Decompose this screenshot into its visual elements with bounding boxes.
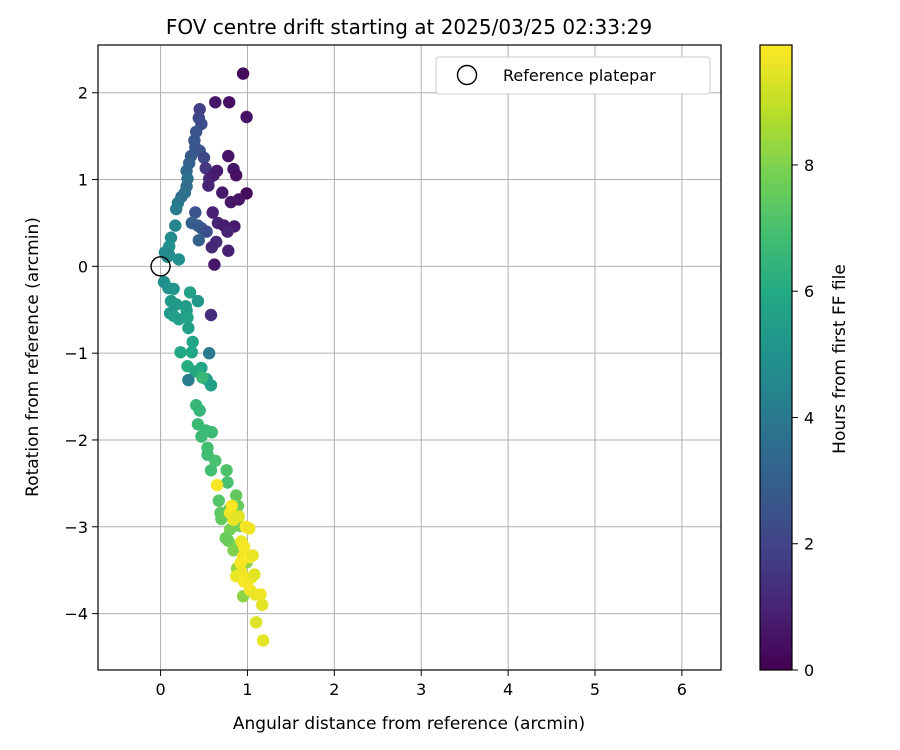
data-point — [161, 250, 174, 263]
chart-title: FOV centre drift starting at 2025/03/25 … — [166, 15, 652, 39]
data-point — [183, 286, 197, 299]
data-point — [210, 164, 224, 178]
data-point — [208, 258, 221, 271]
colorbar-tick-label: 8 — [804, 156, 814, 175]
x-tick-label: 3 — [416, 680, 426, 699]
x-tick-label: 0 — [155, 680, 165, 699]
data-point — [230, 169, 243, 182]
data-point — [185, 346, 198, 359]
y-tick-label: −4 — [64, 605, 88, 624]
data-point — [195, 430, 208, 443]
data-point — [203, 347, 216, 360]
legend-box — [435, 56, 711, 95]
colorbar-tick-label: 2 — [804, 535, 814, 554]
data-point — [256, 598, 269, 612]
data-point — [240, 110, 253, 124]
data-point — [170, 298, 183, 311]
y-axis-ticks: −4 −3 −2 −1 0 1 2 — [64, 84, 98, 624]
data-point — [174, 346, 187, 359]
data-point — [169, 219, 182, 232]
x-tick-label: 1 — [242, 680, 252, 699]
x-axis-label: Angular distance from reference (arcmin) — [233, 714, 585, 734]
legend-label-reference: Reference platepar — [503, 66, 656, 85]
y-tick-label: −1 — [64, 344, 88, 363]
data-point — [219, 531, 232, 545]
x-axis-ticks: 0 1 2 3 4 5 6 — [155, 670, 687, 699]
colorbar-tick-label: 0 — [804, 661, 814, 680]
reference-marker — [150, 256, 171, 277]
data-point — [209, 454, 222, 467]
y-tick-label: 1 — [78, 171, 88, 190]
x-tick-label: 5 — [590, 680, 600, 699]
x-tick-label: 4 — [503, 680, 513, 699]
data-point — [243, 522, 256, 535]
data-point — [186, 335, 199, 349]
data-point — [181, 311, 194, 324]
data-point — [204, 308, 218, 322]
data-point — [196, 371, 209, 384]
legend-marker-reference — [456, 64, 478, 86]
data-point — [236, 67, 250, 80]
data-point — [222, 244, 235, 257]
data-point — [237, 540, 251, 553]
data-point — [204, 379, 218, 392]
data-point — [200, 225, 213, 238]
y-tick-label: 2 — [78, 84, 88, 103]
reference-point — [150, 256, 171, 277]
data-point — [232, 510, 245, 523]
data-point — [222, 149, 235, 163]
data-point — [197, 151, 211, 164]
data-point — [167, 282, 180, 296]
colorbar-ticks: 0 2 4 6 8 — [792, 156, 814, 680]
y-axis-label: Rotation from reference (arcmin) — [23, 217, 43, 497]
data-point — [191, 294, 205, 308]
data-point — [220, 464, 233, 477]
data-point — [202, 179, 215, 192]
data-point — [210, 478, 224, 492]
data-point — [172, 253, 185, 266]
y-tick-label: −3 — [64, 518, 88, 537]
data-point — [224, 195, 238, 209]
data-point — [254, 588, 267, 601]
data-point — [205, 241, 218, 254]
data-point — [182, 321, 195, 335]
data-point — [248, 568, 261, 581]
data-point — [256, 634, 270, 647]
data-point — [246, 549, 259, 562]
data-point — [249, 616, 263, 629]
data-point — [206, 206, 219, 219]
data-point — [182, 373, 195, 387]
y-tick-label: 0 — [78, 257, 88, 276]
data-point — [223, 96, 236, 109]
data-point — [192, 234, 205, 247]
x-tick-label: 6 — [677, 680, 687, 699]
data-point — [221, 225, 234, 238]
data-point — [221, 476, 234, 489]
data-point — [193, 404, 206, 417]
data-point — [234, 557, 247, 570]
data-point — [216, 186, 229, 199]
data-point — [225, 499, 238, 513]
data-point — [212, 494, 225, 507]
data-point — [209, 96, 222, 109]
legend: Reference platepar — [435, 56, 711, 95]
data-point — [179, 300, 192, 313]
colorbar-tick-label: 4 — [804, 408, 814, 427]
data-point — [170, 202, 183, 216]
plot-frame — [97, 44, 722, 671]
colorbar — [759, 44, 793, 671]
data-point — [230, 489, 243, 502]
data-point — [205, 426, 218, 439]
data-point — [204, 464, 218, 477]
colorbar-label: Hours from first FF file — [830, 264, 850, 454]
y-tick-label: −2 — [64, 431, 88, 450]
data-points — [157, 67, 270, 647]
data-point — [189, 206, 202, 219]
x-tick-label: 2 — [329, 680, 339, 699]
colorbar-tick-label: 6 — [804, 282, 814, 301]
